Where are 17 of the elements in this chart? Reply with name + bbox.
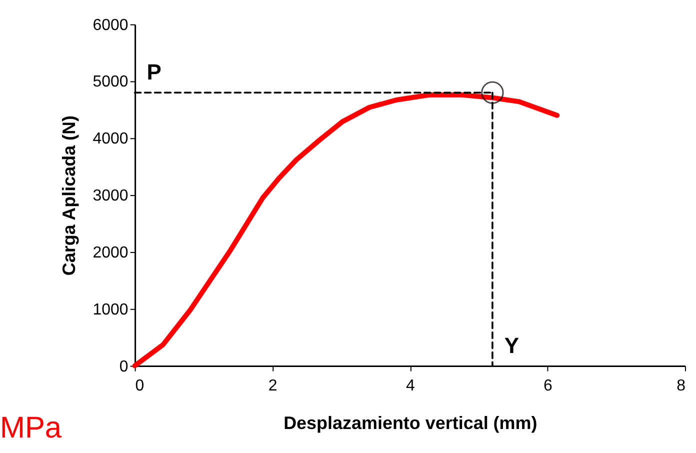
y-tick-label: 0 — [119, 358, 128, 376]
annotation: Y — [504, 332, 520, 358]
annotation: P — [146, 60, 162, 85]
y-tick-label: 3000 — [92, 188, 128, 205]
x-tick-label: 6 — [544, 377, 553, 394]
x-tick-label: 0 — [135, 377, 144, 394]
x-tick-label: 2 — [268, 377, 278, 394]
y-tick-label: 5000 — [92, 74, 128, 91]
x-tick-label: 8 — [676, 377, 686, 394]
y-tick-label: 4000 — [92, 130, 128, 148]
x-tick-label: 4 — [406, 377, 415, 394]
y-tick-label: 1000 — [92, 301, 128, 318]
y-tick-label: 2000 — [92, 244, 128, 262]
text: MPa — [0, 412, 62, 445]
x-axis-title: Desplazamiento vertical (mm) — [284, 413, 538, 434]
y-axis-title: Carga Aplicada (N) — [58, 115, 79, 276]
y-tick-label: 6000 — [92, 16, 128, 34]
